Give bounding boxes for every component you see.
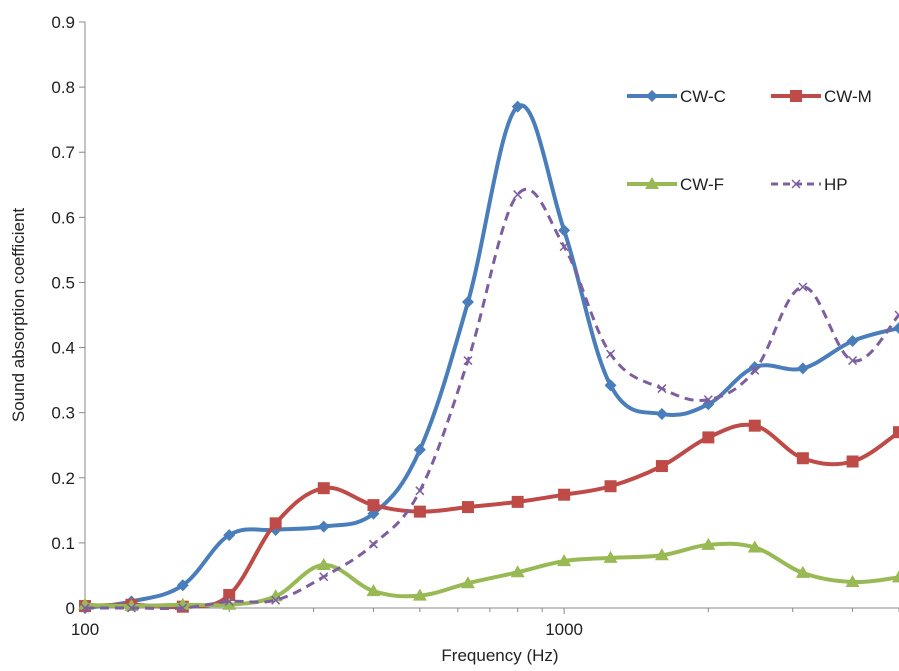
y-tick-label: 0.8 [51, 78, 75, 97]
data-point [223, 529, 236, 542]
series-cw-c [79, 100, 899, 614]
data-point [511, 100, 524, 113]
data-point [846, 335, 859, 348]
series-layer [78, 100, 899, 614]
series-cw-m [79, 419, 899, 613]
series-line [84, 187, 899, 611]
series-line [84, 541, 899, 609]
data-point [655, 460, 668, 473]
data-point [603, 550, 618, 563]
y-tick-label: 0.2 [51, 469, 75, 488]
legend-marker [646, 90, 658, 102]
data-point [367, 499, 380, 512]
legend-label: HP [824, 175, 848, 194]
data-point [269, 517, 282, 530]
data-point [701, 537, 716, 550]
data-point [798, 282, 808, 292]
y-tick-label: 0.1 [51, 534, 75, 553]
y-tick-label: 0.6 [51, 208, 75, 227]
legend-marker [790, 90, 802, 102]
data-point [413, 505, 426, 518]
data-point [413, 443, 426, 456]
data-point [702, 431, 715, 444]
data-point [316, 558, 331, 571]
legend-item-cw-m: CW-M [771, 87, 872, 106]
data-point [796, 452, 809, 465]
data-point [894, 310, 899, 320]
series-line [84, 103, 899, 610]
data-point [892, 570, 899, 583]
x-tick-label: 1000 [545, 620, 583, 639]
legend-item-cw-c: CW-C [627, 87, 726, 106]
legend-marker [645, 177, 659, 189]
legend-label: CW-F [680, 175, 724, 194]
data-point [748, 419, 761, 432]
legend-item-cw-f: CW-F [627, 175, 724, 194]
data-point [748, 361, 761, 374]
data-point [657, 384, 667, 394]
data-point [750, 365, 760, 375]
data-point [604, 379, 617, 392]
y-tick-label: 0.7 [51, 143, 75, 162]
data-point [224, 596, 234, 607]
data-point [178, 603, 188, 613]
data-point [845, 574, 860, 587]
data-point [222, 597, 237, 610]
data-point [510, 565, 525, 578]
data-point [559, 242, 569, 252]
y-axis-title: Sound absorption coefficient [9, 208, 28, 423]
data-point [317, 482, 330, 495]
series-cw-f [78, 537, 899, 612]
data-point [463, 356, 473, 366]
axes: 0 0.1 0.2 0.3 0.4 0.5 0.6 0.7 0.8 0.9 100 1000 [51, 13, 899, 639]
data-point [415, 486, 425, 496]
data-point [848, 356, 858, 366]
data-point [176, 579, 189, 592]
data-point [319, 572, 329, 582]
x-axis-title: Frequency (Hz) [441, 646, 558, 665]
data-point [893, 322, 899, 335]
data-point [126, 603, 136, 613]
data-point [655, 407, 668, 420]
y-tick-label: 0 [66, 599, 75, 618]
legend-marker [791, 179, 801, 189]
data-point [366, 584, 381, 597]
y-tick-label: 0.5 [51, 273, 75, 292]
data-point [606, 349, 616, 359]
data-point [796, 362, 809, 375]
data-point [317, 520, 330, 533]
x-tick-label: 100 [71, 620, 99, 639]
data-point [604, 480, 617, 493]
data-point [511, 495, 524, 508]
data-point [80, 603, 90, 613]
data-point [747, 540, 762, 553]
series-hp [80, 187, 899, 613]
data-point [893, 426, 899, 439]
data-point [558, 224, 571, 237]
legend-item-hp: HP [771, 175, 848, 194]
y-tick-label: 0.3 [51, 404, 75, 423]
data-point [368, 539, 378, 549]
legend: CW-C CW-M CW-F HP [627, 87, 872, 194]
data-point [558, 488, 571, 501]
y-tick-label: 0.9 [51, 13, 75, 32]
data-point [460, 576, 475, 589]
data-point [513, 190, 523, 200]
legend-label: CW-C [680, 87, 726, 106]
data-point [795, 565, 810, 578]
data-point [654, 548, 669, 561]
data-point [461, 295, 474, 308]
data-point [461, 501, 474, 514]
data-point [271, 595, 281, 605]
data-point [412, 588, 427, 601]
legend-label: CW-M [824, 87, 872, 106]
data-point [557, 554, 572, 567]
data-point [846, 455, 859, 468]
data-point [703, 395, 713, 405]
y-tick-label: 0.4 [51, 339, 75, 358]
